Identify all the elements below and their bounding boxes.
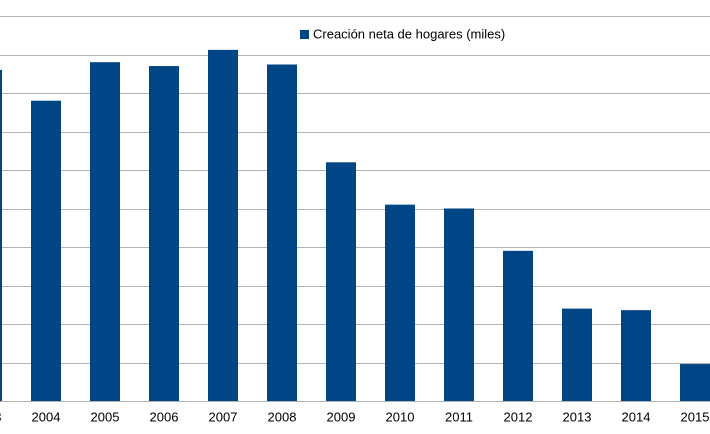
x-tick-label: 2014 (622, 409, 651, 424)
bar (385, 204, 415, 401)
bar (31, 100, 61, 401)
bar (326, 162, 356, 401)
x-tick-label: 2006 (150, 409, 179, 424)
legend-label: Creación neta de hogares (miles) (313, 26, 505, 41)
bar (208, 49, 238, 401)
x-tick-label: 2007 (209, 409, 238, 424)
x-tick-label: 2008 (268, 409, 297, 424)
x-tick-label: 2004 (32, 409, 61, 424)
legend-swatch (300, 30, 309, 39)
bar (680, 364, 710, 401)
bar (149, 66, 179, 402)
bar (621, 310, 651, 401)
x-tick-label: 2010 (386, 409, 415, 424)
bar (503, 250, 533, 401)
bar (444, 208, 474, 401)
x-tick-label: 2011 (445, 409, 473, 424)
bar (562, 308, 592, 401)
bar (0, 69, 2, 402)
x-tick-label: 2012 (504, 409, 533, 424)
bar (90, 62, 120, 401)
bar (267, 64, 297, 401)
x-tick-label: 2005 (91, 409, 120, 424)
x-tick-label: 2009 (327, 409, 356, 424)
x-tick-label: 2015 (681, 409, 710, 424)
x-tick-label: 2013 (563, 409, 592, 424)
x-tick-label: 2003 (0, 409, 1, 424)
